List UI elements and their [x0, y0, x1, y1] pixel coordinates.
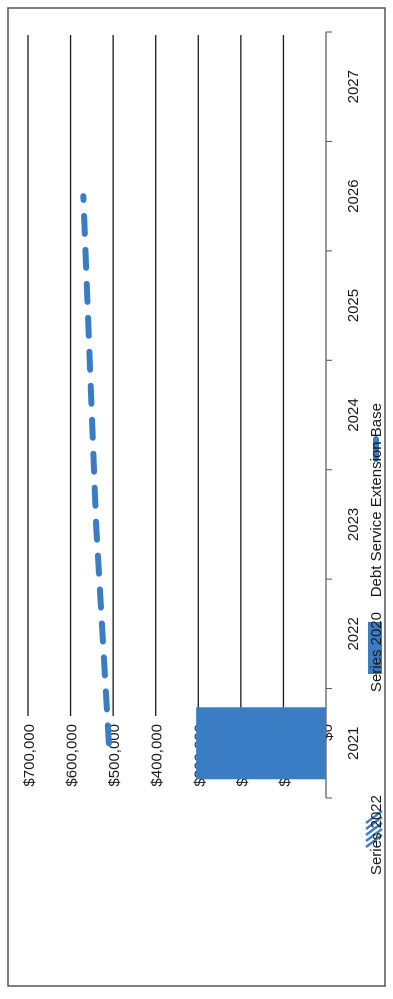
- category-tick-label: 2021: [345, 727, 362, 760]
- legend-marker-hatch: [365, 828, 383, 842]
- value-tick-label: $400,000: [149, 724, 166, 787]
- category-tick-label: 2024: [345, 398, 362, 431]
- category-tick-label: 2025: [345, 289, 362, 322]
- legend-marker-hatch: [365, 822, 383, 836]
- legend-marker: [368, 622, 382, 674]
- legend-marker-hatch: [365, 810, 383, 824]
- series-line: [80, 193, 112, 747]
- legend-label: Series 2020: [368, 612, 385, 692]
- category-tick-label: 2022: [345, 617, 362, 650]
- legend-marker-hatch: [365, 834, 383, 848]
- category-tick-label: 2023: [345, 508, 362, 541]
- legend-marker-hatch: [365, 816, 383, 830]
- legend-label: Debt Service Extension Base: [368, 403, 385, 597]
- value-tick-label: $600,000: [64, 724, 81, 787]
- bar: [196, 707, 326, 780]
- category-tick-label: 2027: [345, 70, 362, 103]
- value-tick-label: $700,000: [21, 724, 38, 787]
- chart-frame: [7, 7, 386, 987]
- category-tick-label: 2026: [345, 179, 362, 212]
- legend-label: Series 2022: [368, 795, 385, 875]
